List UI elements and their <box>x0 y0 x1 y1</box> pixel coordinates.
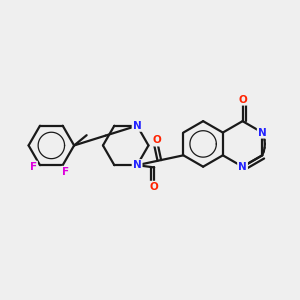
Text: F: F <box>30 162 37 172</box>
Text: O: O <box>150 182 158 192</box>
Text: O: O <box>153 136 161 146</box>
Text: N: N <box>238 162 247 172</box>
Text: F: F <box>62 167 69 177</box>
Text: N: N <box>133 121 142 131</box>
Text: N: N <box>133 160 142 170</box>
Text: N: N <box>258 128 267 137</box>
Text: O: O <box>238 94 247 104</box>
